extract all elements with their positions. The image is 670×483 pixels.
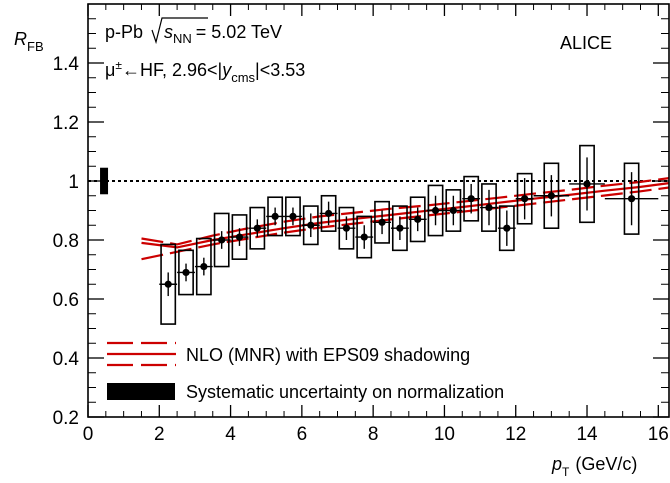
- data-point: [396, 224, 404, 232]
- data-point: [307, 221, 315, 229]
- data-point: [182, 268, 190, 277]
- energy-label: sNN = 5.02 TeV: [164, 22, 282, 46]
- data-point: [342, 224, 351, 232]
- data-point: [414, 215, 422, 223]
- data-point: [583, 180, 591, 188]
- x-tick-label: 10: [434, 424, 455, 445]
- y-axis-title: RFB: [14, 29, 44, 54]
- data-point: [360, 233, 368, 241]
- x-tick-label: 4: [225, 424, 236, 445]
- legend-model-swatch: [107, 341, 176, 367]
- sqrt-symbol: [151, 17, 208, 45]
- legend-model-label: NLO (MNR) with EPS09 shadowing: [186, 345, 470, 365]
- y-tick-label: 0.4: [53, 349, 80, 370]
- y-tick-label: 1.4: [53, 54, 80, 75]
- x-tick-label: 2: [154, 424, 165, 445]
- x-tick-label: 16: [648, 424, 669, 445]
- data-point: [324, 209, 333, 218]
- data-point: [503, 224, 511, 232]
- data-point: [521, 195, 529, 203]
- data-point: [627, 195, 636, 203]
- data-point: [200, 262, 208, 271]
- model-upper-line: [141, 177, 670, 246]
- y-tick-label: 1: [68, 172, 79, 193]
- legend: NLO (MNR) with EPS09 shadowing Systemati…: [107, 341, 504, 402]
- selection-label: μ±←HF, 2.96<|ycms|<3.53: [105, 58, 305, 85]
- y-tick-label: 1.2: [53, 113, 79, 134]
- experiment-label: ALICE: [560, 33, 612, 53]
- model-lower-line: [141, 186, 670, 261]
- data-point: [164, 280, 172, 288]
- data-point: [378, 218, 386, 226]
- data-point: [449, 206, 457, 215]
- data-point: [485, 203, 493, 212]
- data-point: [431, 206, 440, 215]
- plot-frame: [87, 3, 670, 418]
- x-tick-label: 6: [297, 424, 308, 445]
- x-axis-title: pT (GeV/c): [551, 454, 637, 479]
- system-label: p-Pb: [105, 22, 143, 42]
- normalization-uncertainty-box: [100, 167, 109, 195]
- y-tick-label: 0.2: [53, 408, 79, 429]
- y-tick-label: 0.6: [53, 290, 79, 311]
- x-tick-label: 8: [368, 424, 379, 445]
- legend-norm-swatch: [107, 383, 175, 400]
- x-tick-label: 0: [83, 424, 94, 445]
- data-point: [467, 195, 475, 203]
- x-tick-label: 14: [576, 424, 598, 445]
- data-point: [271, 212, 279, 220]
- data-point: [235, 233, 244, 241]
- data-point: [218, 236, 226, 244]
- legend-norm-label: Systematic uncertainty on normalization: [186, 382, 504, 402]
- y-tick-label: 0.8: [53, 231, 79, 252]
- energy-annotation: p-Pb sNN = 5.02 TeV: [105, 17, 282, 46]
- data-point: [547, 192, 555, 200]
- x-tick-label: 12: [505, 424, 526, 445]
- data-point: [253, 224, 261, 232]
- data-point: [289, 212, 297, 220]
